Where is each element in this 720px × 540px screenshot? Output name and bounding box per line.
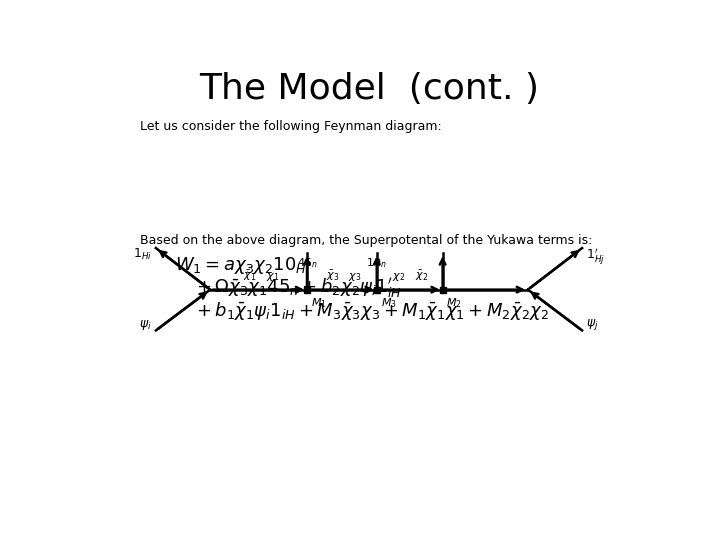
Text: $1_{Hi}$: $1_{Hi}$	[133, 247, 152, 261]
Text: $\psi_i$: $\psi_i$	[140, 318, 152, 332]
Text: $\quad +b_1\bar{\chi}_1\psi_i 1_{iH} + M_3\bar{\chi}_3\chi_3 + M_1\bar{\chi}_1\c: $\quad +b_1\bar{\chi}_1\psi_i 1_{iH} + M…	[175, 300, 549, 322]
Text: $\bar{\chi}_1$: $\bar{\chi}_1$	[243, 269, 256, 284]
Text: $M_3$: $M_3$	[381, 296, 397, 309]
Text: $45_n$: $45_n$	[297, 256, 318, 271]
Text: $\chi_3$: $\chi_3$	[348, 272, 361, 284]
Text: The Model  (cont. ): The Model (cont. )	[199, 72, 539, 106]
Text: $\bar{\chi}_2$: $\bar{\chi}_2$	[415, 269, 428, 284]
Text: $\quad +\Omega\bar{\chi}_3\chi_1 45_n + b_2\chi_2\psi_i 1^{\prime}_{iH}$: $\quad +\Omega\bar{\chi}_3\chi_1 45_n + …	[175, 276, 402, 301]
Text: $1^{\prime}_{Hj}$: $1^{\prime}_{Hj}$	[586, 247, 605, 267]
Text: $\bar{\chi}_3$: $\bar{\chi}_3$	[326, 269, 339, 284]
Text: $W_1 = a\chi_3\chi_2 10_H$: $W_1 = a\chi_3\chi_2 10_H$	[175, 255, 307, 276]
Text: $\chi_2$: $\chi_2$	[392, 272, 405, 284]
Text: $\chi_1$: $\chi_1$	[266, 272, 279, 284]
Text: Based on the above diagram, the Superpotental of the Yukawa terms is:: Based on the above diagram, the Superpot…	[140, 234, 593, 247]
Text: $10_n$: $10_n$	[366, 256, 387, 271]
Text: $M_1$: $M_1$	[311, 296, 327, 309]
Text: $\psi_j$: $\psi_j$	[586, 317, 598, 332]
Text: Let us consider the following Feynman diagram:: Let us consider the following Feynman di…	[140, 120, 442, 133]
Text: $M_2$: $M_2$	[446, 296, 462, 309]
